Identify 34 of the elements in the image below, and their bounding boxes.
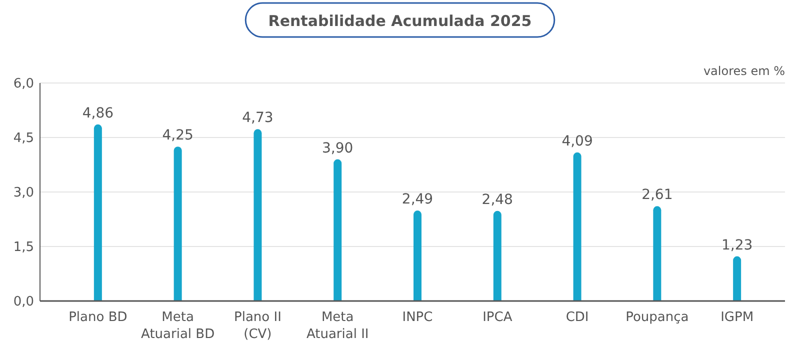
chart-title: Rentabilidade Acumulada 2025	[268, 12, 532, 30]
x-tick-label: INPC	[402, 310, 433, 325]
x-tick-label: CDI	[566, 310, 589, 325]
data-label: 4,09	[562, 133, 593, 150]
bar	[94, 124, 102, 301]
bar	[733, 256, 742, 301]
bar	[653, 206, 662, 301]
y-tick-label: 6,0	[13, 76, 34, 92]
data-label: 2,61	[642, 187, 673, 204]
x-tick-label: IPCA	[482, 310, 512, 325]
text: valores em %	[703, 64, 785, 78]
bar	[493, 210, 502, 301]
x-tick-label: Plano II (CV)	[234, 310, 282, 342]
data-label: 2,49	[402, 192, 434, 208]
data-label: 4,73	[242, 110, 274, 126]
bar	[414, 210, 422, 301]
bar	[174, 146, 182, 301]
data-label: 4,25	[162, 128, 194, 144]
data-label: 4,86	[82, 105, 114, 122]
y-tick-label: 1,5	[13, 240, 34, 256]
data-label: 3,90	[322, 140, 354, 156]
bar	[254, 129, 262, 301]
x-tick-label: Plano BD	[68, 310, 128, 325]
x-tick-label: Meta Atuarial II	[306, 310, 369, 342]
data-label: 2,48	[482, 192, 513, 208]
y-tick-label: 4,5	[13, 131, 34, 146]
x-tick-label: IGPM	[720, 310, 754, 325]
y-tick-label: 3,0	[13, 186, 34, 201]
y-tick-label: 0,0	[13, 294, 34, 310]
bar	[334, 159, 342, 301]
x-tick-label: Meta Atuarial BD	[141, 310, 215, 342]
bar	[573, 152, 582, 301]
x-tick-label: Poupança	[626, 310, 689, 325]
data-label: 1,23	[721, 237, 753, 254]
